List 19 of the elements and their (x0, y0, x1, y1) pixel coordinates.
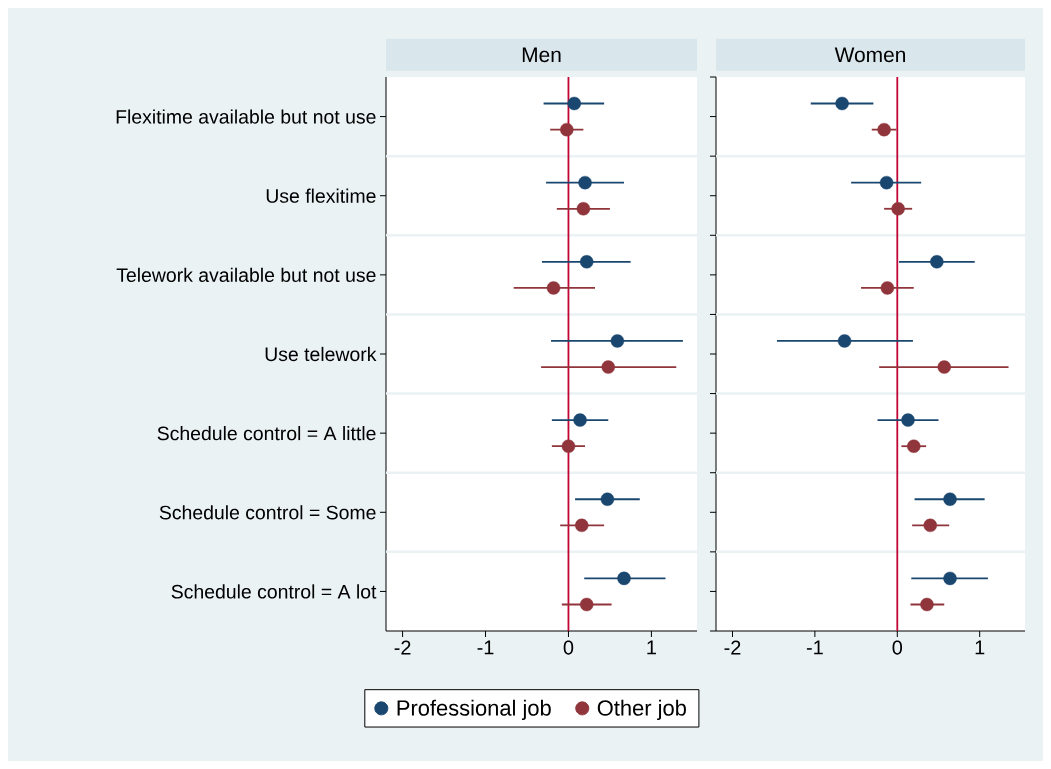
chart-title: Men (522, 47, 561, 63)
x-tick-label: -1 (477, 640, 494, 655)
x-tick-label: -2 (394, 640, 411, 655)
y-tick-label: Use telework (265, 346, 377, 362)
x-tick-label: 1 (647, 640, 656, 655)
y-tick-label: Telework available but not use (116, 267, 376, 282)
chart-title: Women (834, 47, 905, 63)
legend-label: Professional job (397, 699, 551, 721)
x-tick-label: -2 (724, 640, 741, 655)
x-tick-label: -1 (806, 640, 823, 655)
legend-label: Other job (597, 699, 686, 721)
y-tick-label: Schedule control = Some (159, 505, 376, 520)
y-tick-label: Flexitime available but not use (116, 109, 376, 124)
x-tick-label: 0 (892, 640, 903, 655)
x-tick-label: 0 (563, 640, 574, 655)
x-tick-label: 1 (975, 640, 985, 655)
y-tick-label: Use flexitime (266, 188, 376, 203)
y-tick-label: Schedule control = A little (157, 426, 376, 441)
y-tick-label: Schedule control = A lot (171, 584, 377, 599)
